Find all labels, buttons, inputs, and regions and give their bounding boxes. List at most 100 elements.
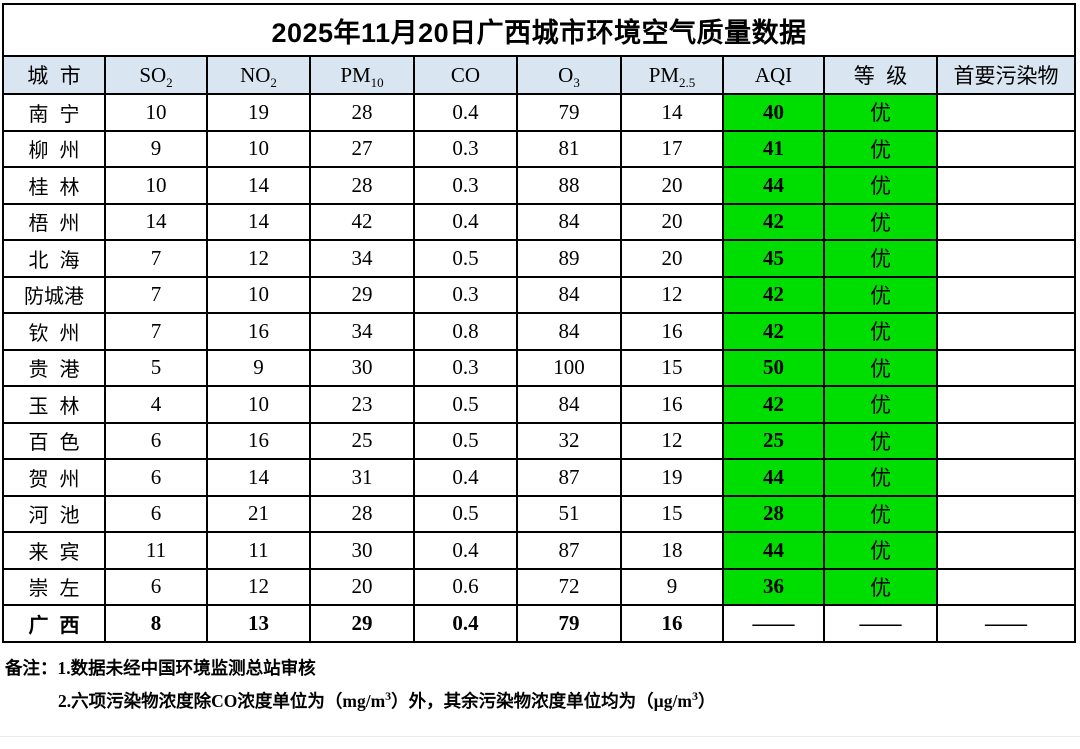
pm10-cell: 25 [309, 421, 415, 460]
pm10-cell: 31 [309, 458, 415, 497]
so2-cell: 7 [104, 239, 208, 278]
grade-cell: 优 [823, 202, 938, 241]
no2-cell: 11 [206, 531, 311, 570]
aqi-cell: 42 [722, 202, 825, 241]
o3-cell: 32 [516, 421, 622, 460]
o3-cell: 79 [516, 604, 622, 643]
pm10-cell: 27 [309, 129, 415, 168]
footnote-2-sup-b: 3 [691, 688, 698, 703]
so2-cell: 5 [104, 348, 208, 387]
primary-cell [935, 93, 1077, 132]
city-cell: 柳州 [2, 129, 106, 168]
pm25-cell: 15 [620, 494, 724, 533]
pm10-cell: 30 [309, 348, 415, 387]
pm25-cell: 12 [620, 275, 724, 314]
primary-cell [935, 129, 1077, 168]
o3-cell: 84 [516, 202, 622, 241]
table-row: 桂林 10 14 28 0.3 88 20 44 优 [2, 166, 1077, 205]
footnote-2-text-c: ） [697, 690, 716, 711]
grade-cell: 优 [823, 385, 938, 424]
table-row: 百色 6 16 25 0.5 32 12 25 优 [2, 421, 1077, 460]
primary-cell [935, 348, 1077, 387]
column-header-等级: 等级 [823, 55, 938, 95]
aqi-cell: 42 [722, 385, 825, 424]
primary-cell [935, 421, 1077, 460]
city-cell: 钦州 [2, 312, 106, 351]
pm25-cell: 16 [620, 385, 724, 424]
page-title: 2025年11月20日广西城市环境空气质量数据 [1, 3, 1077, 57]
table-row: 南宁 10 19 28 0.4 79 14 40 优 [2, 93, 1077, 132]
footnote-prefix: 备注： [5, 657, 58, 678]
co-cell: 0.5 [413, 494, 518, 533]
aqi-cell: 28 [722, 494, 825, 533]
so2-cell: 8 [104, 604, 208, 643]
so2-cell: 9 [104, 129, 208, 168]
pm10-cell: 34 [309, 239, 415, 278]
pm25-cell: 20 [620, 239, 724, 278]
city-cell: 广西 [2, 604, 106, 643]
city-cell: 河池 [2, 494, 106, 533]
column-header-so2: SO2 [104, 55, 208, 95]
bottom-divider [0, 736, 1080, 737]
grade-cell: 优 [823, 275, 938, 314]
pm25-cell: 20 [620, 166, 724, 205]
pm10-cell: 28 [309, 494, 415, 533]
o3-cell: 72 [516, 567, 622, 606]
pm25-cell: 15 [620, 348, 724, 387]
o3-cell: 84 [516, 275, 622, 314]
column-header-aqi: AQI [722, 55, 825, 95]
co-cell: 0.3 [413, 129, 518, 168]
pm25-cell: 20 [620, 202, 724, 241]
co-cell: 0.3 [413, 275, 518, 314]
no2-cell: 16 [206, 312, 311, 351]
pm10-cell: 29 [309, 604, 415, 643]
column-header-pm2.5: PM2.5 [620, 55, 724, 95]
footnote-2-sup-a: 3 [385, 688, 392, 703]
so2-cell: 4 [104, 385, 208, 424]
grade-cell: 优 [823, 494, 938, 533]
co-cell: 0.5 [413, 385, 518, 424]
table-row: 河池 6 21 28 0.5 51 15 28 优 [2, 494, 1077, 533]
footnote-1-text: 1.数据未经中国环境监测总站审核 [57, 657, 316, 678]
o3-cell: 81 [516, 129, 622, 168]
o3-cell: 87 [516, 458, 622, 497]
aqi-cell: —— [722, 604, 825, 643]
co-cell: 0.4 [413, 458, 518, 497]
so2-cell: 10 [104, 93, 208, 132]
no2-cell: 14 [206, 458, 311, 497]
column-header-首要污染物: 首要污染物 [935, 55, 1077, 95]
footnote-2-text-a: 2.六项污染物浓度除CO浓度单位为（mg/m [58, 690, 386, 711]
aqi-cell: 42 [722, 275, 825, 314]
grade-cell: 优 [823, 421, 938, 460]
table-header-row: 城市 SO2 NO2 PM10 CO O3 PM2.5 AQI 等级 首要污染物 [2, 55, 1077, 95]
no2-cell: 13 [206, 604, 311, 643]
no2-cell: 19 [206, 93, 311, 132]
primary-cell [935, 531, 1077, 570]
aqi-cell: 42 [722, 312, 825, 351]
pm25-cell: 9 [620, 567, 724, 606]
no2-cell: 16 [206, 421, 311, 460]
primary-cell [935, 458, 1077, 497]
table-row: 北海 7 12 34 0.5 89 20 45 优 [2, 239, 1077, 278]
no2-cell: 14 [206, 166, 311, 205]
pm25-cell: 16 [620, 604, 724, 643]
table-row: 来宾 11 11 30 0.4 87 18 44 优 [2, 531, 1077, 570]
co-cell: 0.5 [413, 421, 518, 460]
aqi-cell: 44 [722, 166, 825, 205]
pm10-cell: 30 [309, 531, 415, 570]
city-cell: 桂林 [2, 166, 106, 205]
city-cell: 贵港 [2, 348, 106, 387]
city-cell: 梧州 [2, 202, 106, 241]
grade-cell: 优 [823, 312, 938, 351]
aqi-cell: 25 [722, 421, 825, 460]
city-cell: 来宾 [2, 531, 106, 570]
grade-cell: 优 [823, 348, 938, 387]
table-row: 柳州 9 10 27 0.3 81 17 41 优 [2, 129, 1077, 168]
co-cell: 0.3 [413, 166, 518, 205]
primary-cell [935, 567, 1077, 606]
so2-cell: 10 [104, 166, 208, 205]
pm10-cell: 34 [309, 312, 415, 351]
primary-cell [935, 494, 1077, 533]
no2-cell: 9 [206, 348, 311, 387]
column-header-co: CO [413, 55, 518, 95]
